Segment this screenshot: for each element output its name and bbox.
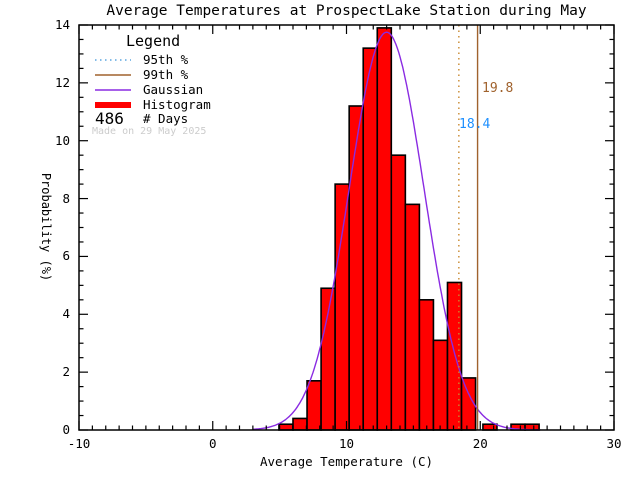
histogram-bar (334, 183, 350, 431)
y-tick-label: 4 (62, 306, 70, 322)
histogram-bar (362, 47, 379, 431)
legend-item-95th: 95th % (143, 52, 189, 67)
p95-value-label: 18.4 (459, 117, 491, 132)
p99-value-label: 19.8 (482, 81, 514, 96)
legend-days-label: # Days (143, 111, 189, 126)
x-axis-label: Average Temperature (C) (259, 454, 434, 469)
x-tick-label: -10 (67, 436, 91, 451)
watermark: Made on 29 May 2025 (92, 126, 207, 137)
x-tick-label: 20 (472, 436, 488, 451)
y-tick-label: 12 (54, 74, 70, 90)
x-tick-label: 0 (208, 436, 217, 451)
legend-item-99th: 99th % (143, 67, 189, 82)
histogram-bar (404, 203, 421, 431)
legend-days-count: 486 (95, 109, 124, 128)
y-tick-label: 0 (62, 422, 70, 437)
histogram-bar (482, 423, 498, 431)
y-tick-label: 6 (62, 248, 70, 264)
x-tick-label: 30 (606, 436, 622, 451)
histogram-bar (376, 27, 393, 431)
histogram-bar (278, 423, 294, 431)
histogram-bar (292, 417, 308, 431)
y-axis-label: Probability (%) (39, 172, 53, 282)
y-tick-label: 8 (62, 190, 70, 206)
legend-sample-histogram-line (95, 102, 131, 108)
gaussian-curve (252, 31, 541, 431)
y-tick-label: 10 (54, 132, 70, 148)
legend-item-gaussian: Gaussian (143, 82, 204, 97)
histogram-bar (390, 154, 407, 431)
histogram-bars (278, 27, 540, 431)
y-tick-label: 14 (54, 17, 70, 32)
axis-ticks (78, 24, 615, 431)
legend-item-histogram: Histogram (143, 97, 211, 112)
legend-sample-95th-line (95, 59, 131, 61)
legend-sample-99th-line (95, 74, 131, 76)
legend-sample-gaussian-line (95, 89, 131, 91)
histogram-bar (306, 380, 322, 431)
histogram-bar (348, 105, 365, 431)
histogram-bar (432, 339, 449, 431)
legend-header: Legend (126, 32, 181, 50)
x-tick-label: 10 (338, 436, 355, 451)
histogram-bar (418, 299, 435, 431)
chart-title: Average Temperatures at ProspectLake Sta… (106, 3, 587, 19)
y-tick-label: 2 (62, 364, 70, 380)
